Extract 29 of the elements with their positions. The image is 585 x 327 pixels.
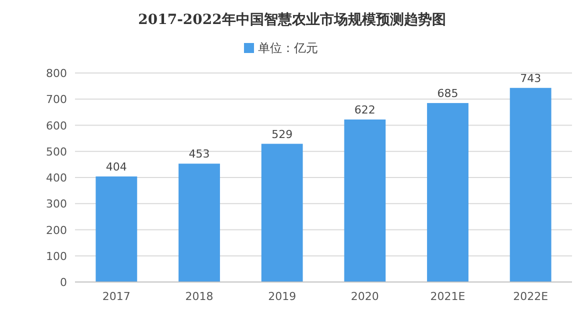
data-label: 529 xyxy=(272,128,293,141)
y-tick-label: 500 xyxy=(46,145,67,158)
data-label: 622 xyxy=(354,104,376,117)
data-label: 743 xyxy=(520,72,542,85)
bar xyxy=(178,164,220,282)
data-label: 685 xyxy=(437,87,458,100)
bar xyxy=(427,103,468,282)
chart-title: 2017-2022年中国智慧农业市场规模预测趋势图 xyxy=(138,11,446,28)
data-label: 453 xyxy=(188,148,210,161)
x-tick-label: 2017 xyxy=(102,290,130,303)
x-tick-label: 2022E xyxy=(513,290,548,303)
x-tick-label: 2019 xyxy=(268,290,296,303)
y-tick-label: 400 xyxy=(46,172,67,184)
bar xyxy=(96,176,138,282)
y-tick-label: 700 xyxy=(46,93,67,106)
y-tick-label: 100 xyxy=(46,250,67,263)
y-tick-label: 0 xyxy=(60,276,67,289)
y-tick-label: 800 xyxy=(46,67,67,80)
bar xyxy=(510,88,552,282)
y-tick-label: 300 xyxy=(46,198,67,211)
data-label: 404 xyxy=(106,160,127,174)
x-tick-label: 2018 xyxy=(185,290,214,303)
bar xyxy=(344,120,386,282)
bar xyxy=(261,144,303,282)
legend-label: 单位：亿元 xyxy=(258,41,318,55)
x-tick-label: 2021E xyxy=(430,290,466,303)
y-tick-label: 600 xyxy=(46,119,67,132)
y-tick-label: 200 xyxy=(46,224,67,237)
x-tick-label: 2020 xyxy=(350,290,379,303)
